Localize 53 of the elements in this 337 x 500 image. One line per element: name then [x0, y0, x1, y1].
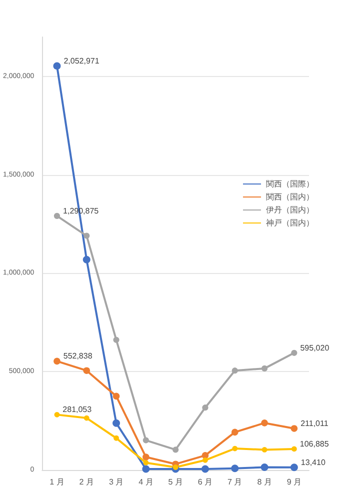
point [290, 464, 298, 472]
point [231, 428, 238, 436]
x-tick-label: 4 月 [138, 478, 154, 486]
data-label: 552,838 [63, 352, 93, 361]
point [261, 420, 268, 426]
point [262, 447, 268, 452]
point [142, 465, 150, 473]
point [83, 367, 90, 374]
data-label: 2,052,971 [64, 56, 100, 66]
x-tick-label: 2 月 [79, 478, 94, 486]
x-tick-label: 1 月 [50, 478, 64, 486]
point [291, 446, 297, 452]
point [113, 336, 120, 343]
point [231, 464, 239, 472]
point [172, 446, 179, 453]
point [202, 457, 208, 463]
point [290, 425, 298, 432]
point [53, 62, 61, 70]
x-tick-label: 9 月 [286, 478, 302, 486]
legend-label: 神戸（国内） [266, 218, 314, 228]
point [84, 415, 90, 421]
point [172, 464, 178, 470]
point [291, 350, 298, 356]
data-label: 106,885 [300, 439, 330, 448]
point [82, 256, 90, 264]
legend-label: 関西（国際） [266, 180, 314, 188]
data-label: 595,020 [300, 343, 330, 352]
point [260, 463, 268, 471]
point [142, 454, 150, 460]
point [202, 404, 208, 411]
point [261, 365, 268, 372]
x-tick-label: 8 月 [257, 478, 272, 486]
x-tick-label: 5 月 [168, 478, 183, 486]
x-tick-label: 6 月 [198, 478, 213, 486]
point [84, 232, 90, 239]
x-tick-label: 3 月 [108, 478, 124, 486]
data-label: 211,011 [300, 418, 329, 428]
point [142, 437, 149, 444]
point [114, 435, 119, 441]
point [232, 446, 238, 452]
point [201, 465, 209, 473]
point [143, 460, 149, 466]
data-label: 281,053 [62, 405, 92, 414]
point [54, 358, 60, 365]
x-tick-label: 7 月 [228, 478, 242, 486]
point [232, 368, 238, 374]
legend-label: 関西（国内） [266, 192, 314, 202]
point [112, 419, 120, 427]
point [54, 212, 60, 219]
point [112, 392, 120, 400]
point [54, 412, 60, 418]
legend-label: 伊丹（国内） [266, 206, 314, 214]
data-label: 13,410 [300, 458, 326, 467]
